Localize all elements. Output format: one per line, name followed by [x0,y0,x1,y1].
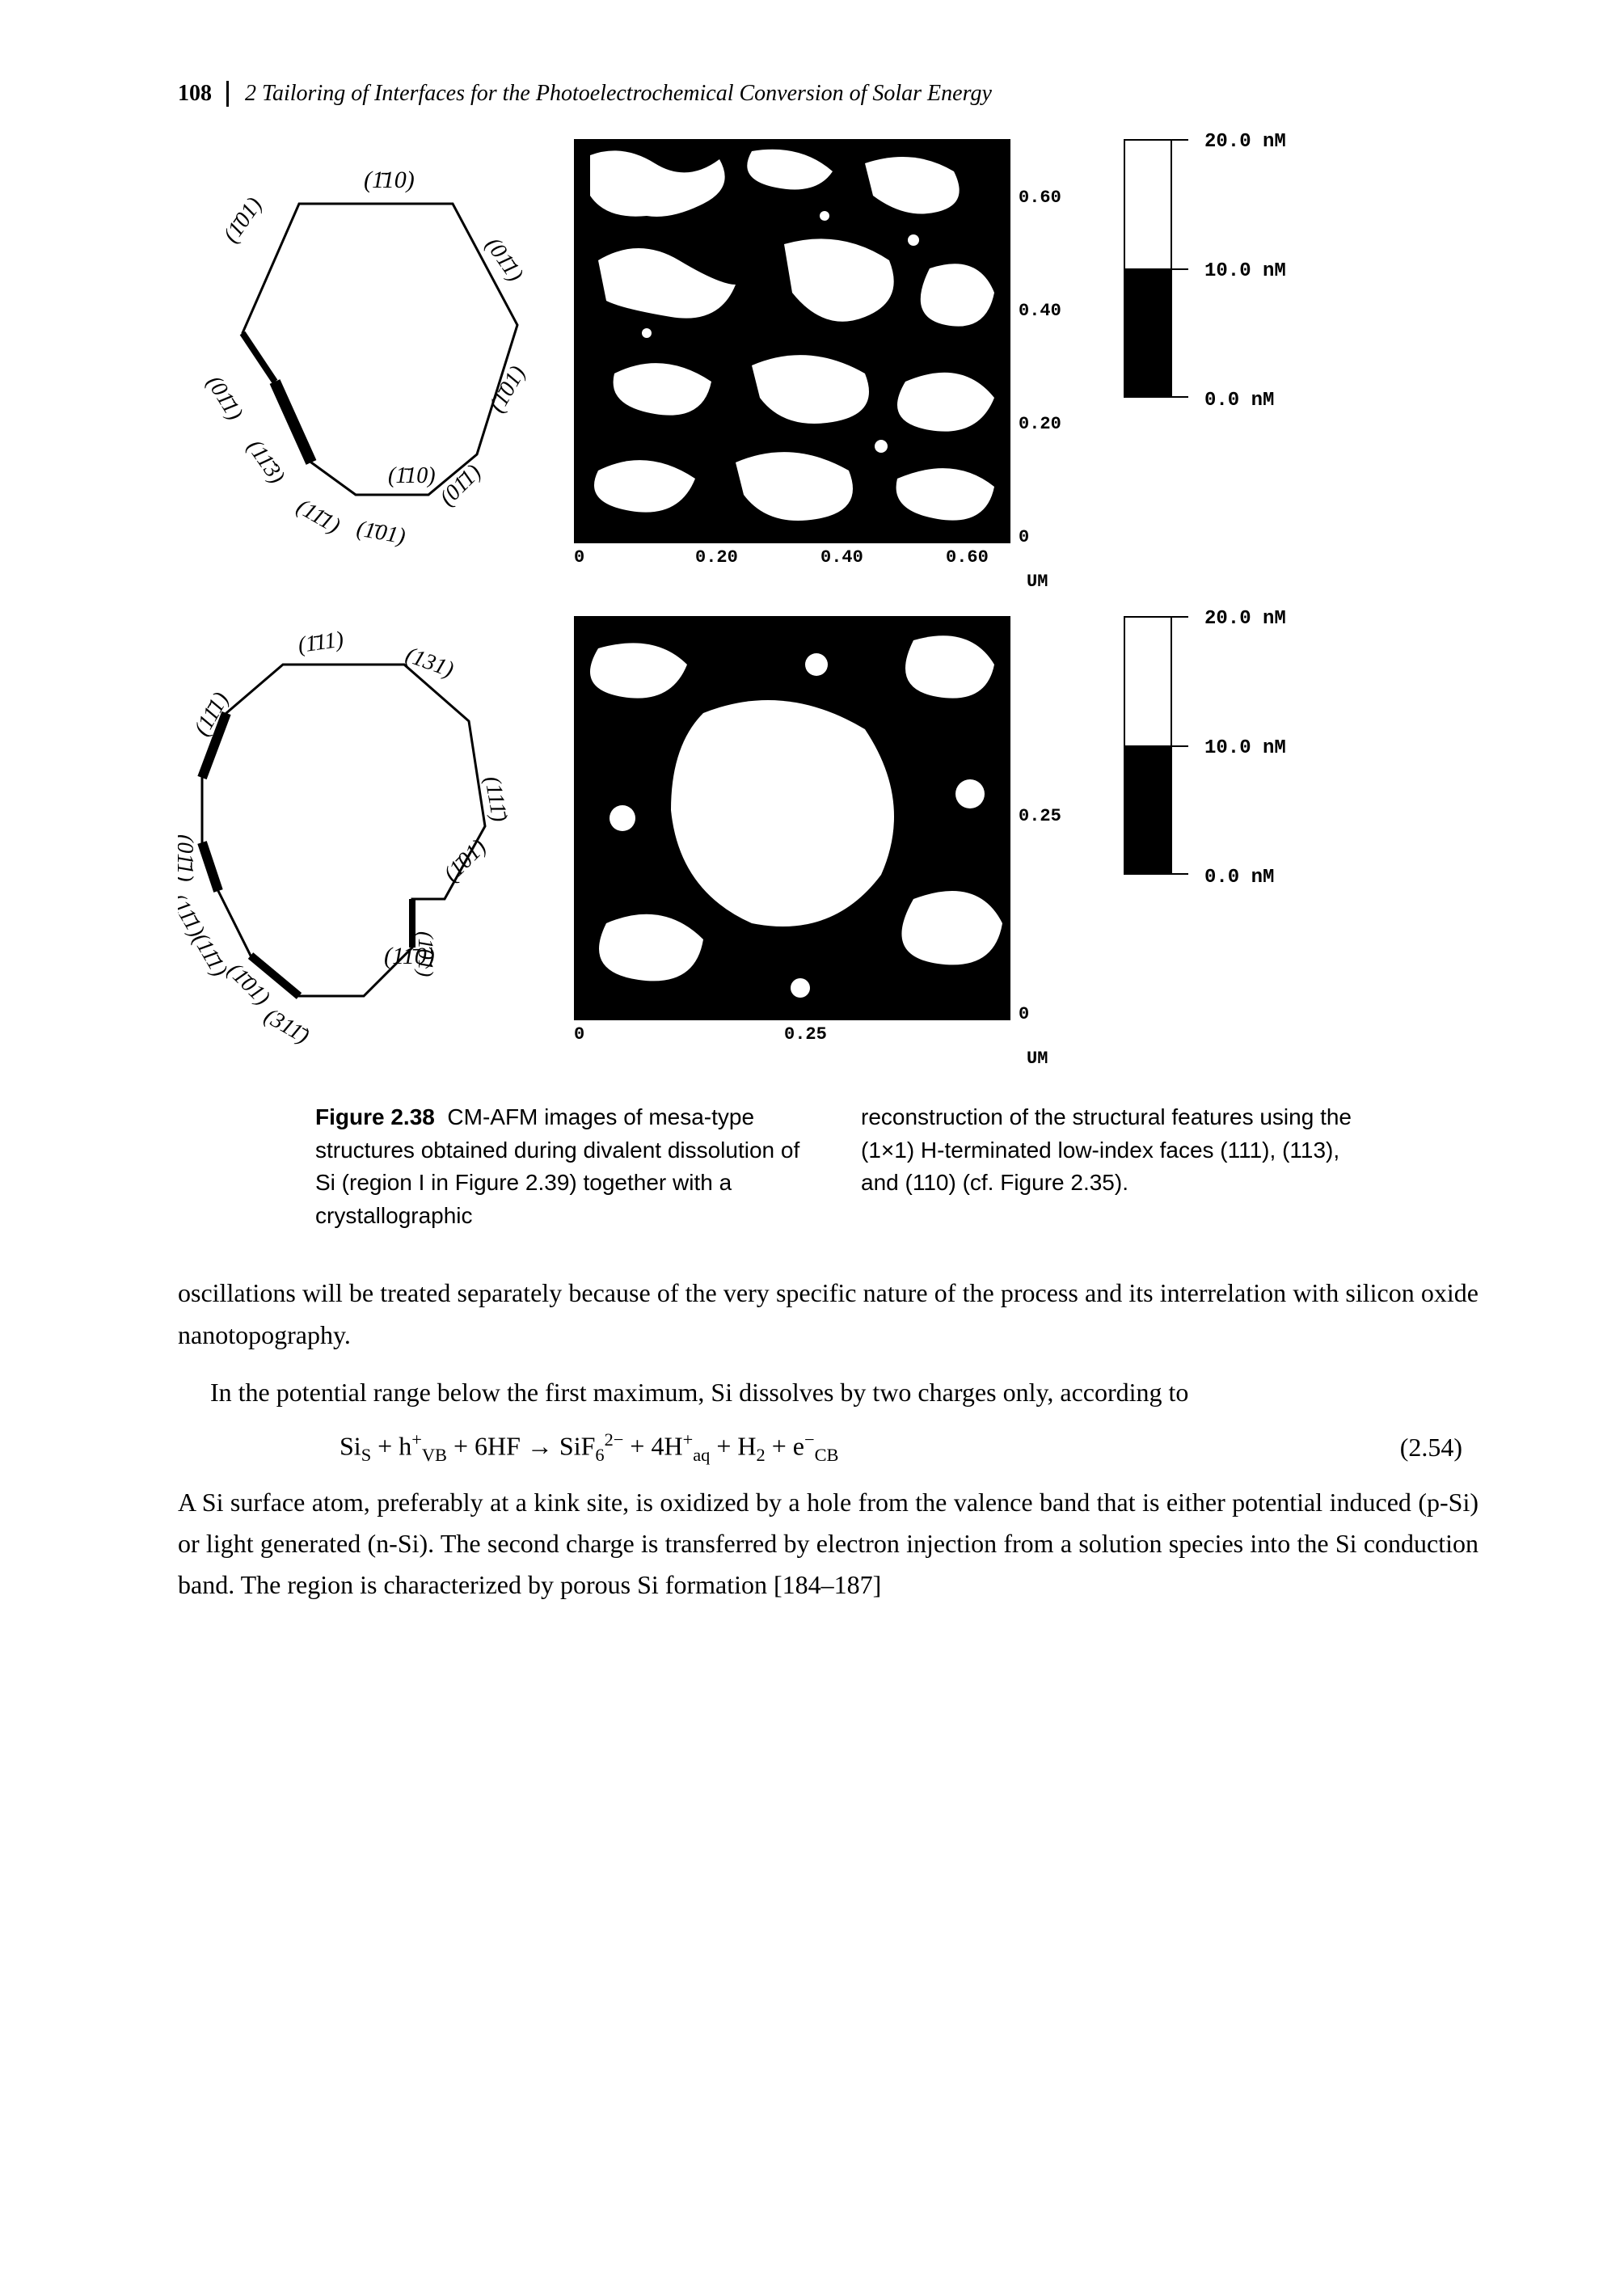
svg-text:(1̄10): (1̄10) [364,167,415,193]
xtick: 0 [574,1024,584,1045]
svg-text:(1̄01): (1̄01) [439,834,491,887]
svg-text:(311̄): (311̄) [260,1003,314,1049]
running-head-text: 2 Tailoring of Interfaces for the Photoe… [245,81,992,107]
hex-diagram-top: (1̄10) (01̄1) (1̄01) (1̄01) (01̄1) (11̄3… [178,139,550,592]
xtick: 0.40 [820,547,863,568]
axis-unit: UM [1027,1049,1048,1069]
xtick: 0.25 [784,1024,827,1045]
svg-text:(1̄01): (1̄01) [355,516,407,549]
svg-text:(01̄1): (01̄1) [201,371,247,424]
ytick: 0 [1019,1004,1029,1024]
figure-caption: Figure 2.38 CM-AFM images of mesa-type s… [315,1101,1366,1232]
colorbar-bottom: 20.0 nM 10.0 nM 0.0 nM [1099,616,1310,1069]
equation-body: SiS + h+VB + 6HF → SiF62− + 4H+aq + H2 +… [178,1429,1400,1466]
svg-text:(1̄11): (1̄11) [297,627,345,658]
svg-text:(11̄1): (11̄1) [293,494,344,538]
equation-2-54: SiS + h+VB + 6HF → SiF62− + 4H+aq + H2 +… [178,1429,1478,1466]
body-paragraph-3: A Si surface atom, preferably at a kink … [178,1482,1478,1606]
hex-diagram-bottom: (1̄11) (131) (111̄) (1̄01) (01̄1) (11̄0)… [178,616,550,1069]
page-number: 108 [178,81,229,107]
ytick: 0.25 [1019,806,1061,826]
ytick: 0.20 [1019,414,1061,434]
svg-text:(01̄1): (01̄1) [178,834,197,882]
svg-text:(11̄3): (11̄3) [242,435,289,488]
svg-text:(1̄01): (1̄01) [218,193,267,247]
cb-tick: 20.0 nM [1204,131,1286,153]
colorbar-top: 20.0 nM 10.0 nM 0.0 nM [1099,139,1310,592]
cb-tick: 0.0 nM [1204,390,1274,412]
svg-text:(131): (131) [403,642,458,682]
cb-tick: 20.0 nM [1204,608,1286,630]
svg-text:(1̄01): (1̄01) [414,931,437,977]
afm-image-top: 0 0.20 0.40 0.60 0 0.20 0.40 0.60 UM [574,139,1075,592]
svg-text:(01̄1): (01̄1) [480,233,528,286]
ytick: 0.40 [1019,301,1061,321]
caption-label: Figure 2.38 [315,1104,435,1129]
equation-number: (2.54) [1400,1433,1478,1463]
svg-text:(1̄01): (1̄01) [484,361,530,416]
afm-image-bottom: 0 0.25 0 0.25 UM [574,616,1075,1069]
cb-tick: 10.0 nM [1204,737,1286,759]
body-paragraph-1: oscillations will be treated separately … [178,1273,1478,1355]
svg-text:(1̄10): (1̄10) [388,463,436,488]
xtick: 0.60 [946,547,989,568]
xtick: 0.20 [695,547,738,568]
caption-text-2: reconstruction of the structural feature… [861,1104,1352,1195]
figure-2-38: (1̄10) (01̄1) (1̄01) (1̄01) (01̄1) (11̄3… [178,139,1478,1069]
axis-unit: UM [1027,572,1048,592]
cb-tick: 10.0 nM [1204,260,1286,282]
running-header: 108 2 Tailoring of Interfaces for the Ph… [178,81,1478,107]
body-paragraph-2: In the potential range below the first m… [178,1372,1478,1413]
svg-text:(01̄1): (01̄1) [435,460,486,511]
xtick: 0 [574,547,584,568]
cb-tick: 0.0 nM [1204,867,1274,889]
ytick: 0.60 [1019,188,1061,208]
ytick: 0 [1019,527,1029,547]
